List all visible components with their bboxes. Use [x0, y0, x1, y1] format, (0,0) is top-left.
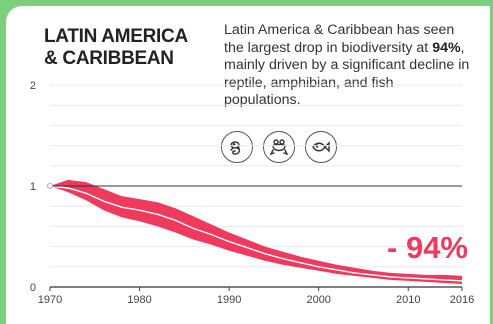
y-tick-label: 0: [30, 282, 36, 294]
x-tick-label: 2016: [450, 294, 474, 306]
description-suffix: , mainly driven by a significant decline…: [224, 39, 470, 109]
decline-annotation: - 94%: [387, 230, 468, 265]
title-line-2: & CARIBBEAN: [44, 48, 174, 69]
card: [6, 6, 490, 324]
start-point: [47, 183, 53, 189]
x-tick-label: 2010: [396, 294, 420, 306]
frog-icon: [263, 131, 295, 163]
x-tick-labels: 1970 1980 1990 2000 2010 2016: [38, 287, 474, 306]
x-tick-label: 1990: [217, 294, 241, 306]
confidence-band: [50, 179, 462, 284]
chart-title: LATIN AMERICA & CARIBBEAN: [44, 26, 188, 70]
x-tick-label: 1980: [127, 294, 151, 306]
y-tick-label: 2: [30, 80, 36, 92]
gridlines: [50, 84, 462, 268]
x-tick-label: 2000: [306, 294, 330, 306]
x-tick-label: 1970: [38, 294, 62, 306]
y-tick-labels: 0 1 2: [30, 80, 36, 294]
index-line: [49, 185, 463, 282]
description: Latin America & Caribbean has seen the l…: [224, 22, 474, 110]
description-highlight: 94%: [432, 39, 461, 56]
lizard-icon: [221, 131, 253, 163]
title-line-1: LATIN AMERICA: [44, 26, 188, 47]
y-tick-label: 1: [30, 181, 36, 193]
description-prefix: Latin America & Caribbean has seen the l…: [224, 22, 455, 56]
